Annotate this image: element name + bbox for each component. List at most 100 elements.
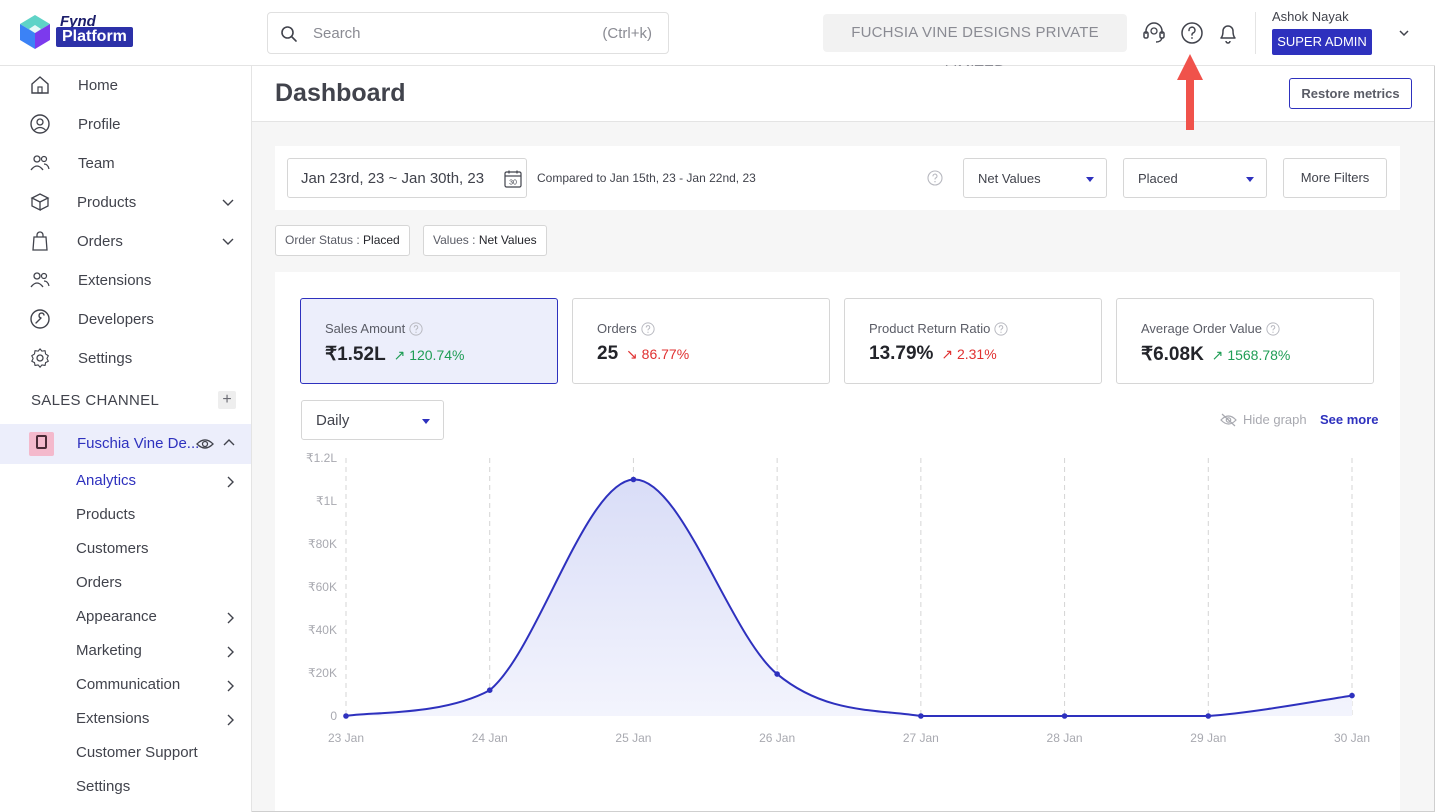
help-icon[interactable] [641, 322, 655, 336]
data-point [486, 687, 493, 693]
extensions-icon [30, 272, 50, 288]
channel-name: Fuschia Vine De... [77, 435, 200, 452]
help-icon[interactable] [409, 322, 423, 336]
sidebar-item-orders[interactable]: Orders [0, 222, 251, 261]
sub-item-analytics[interactable]: Analytics [76, 472, 137, 489]
sub-item-settings[interactable]: Settings [76, 778, 131, 795]
help-icon[interactable] [1266, 322, 1280, 336]
help-icon[interactable] [994, 322, 1009, 336]
restore-metrics-button[interactable]: Restore metrics [1289, 78, 1412, 109]
sub-item-communication[interactable]: Communication [76, 676, 181, 693]
sub-item-appearance[interactable]: Appearance [76, 608, 157, 625]
x-tick-label: 25 Jan [615, 731, 651, 745]
sidebar-item-team[interactable]: Team [0, 144, 251, 183]
sub-item-orders[interactable]: Orders [76, 574, 122, 591]
annotation-arrow-icon [1177, 54, 1203, 130]
sidebar-item-home[interactable]: Home [0, 66, 251, 105]
help-icon[interactable] [1179, 20, 1205, 46]
sub-item-marketing[interactable]: Marketing [76, 642, 142, 659]
sidebar-item-label: Products [77, 194, 137, 211]
sidebar-item-settings[interactable]: Settings [0, 339, 251, 378]
hide-graph-label: Hide graph [1243, 412, 1307, 427]
role-badge: SUPER ADMIN [1272, 29, 1372, 55]
x-tick-label: 28 Jan [1047, 731, 1083, 745]
metric-value: ₹6.08K [1141, 344, 1204, 365]
status-select[interactable]: Placed [1123, 158, 1267, 198]
company-selector[interactable]: FUCHSIA VINE DESIGNS PRIVATE LIMITED [823, 14, 1127, 79]
data-point [1061, 713, 1068, 719]
x-tick-label: 30 Jan [1334, 731, 1370, 745]
y-tick-label: ₹60K [308, 580, 337, 594]
sidebar-item-label: Extensions [78, 272, 152, 289]
chevron-down-icon [1399, 30, 1409, 37]
see-more-link[interactable]: See more [1320, 412, 1379, 427]
page-title: Dashboard [275, 79, 406, 107]
developers-icon [30, 309, 50, 329]
bell-icon[interactable] [1215, 20, 1241, 46]
sub-item-customer-support[interactable]: Customer Support [76, 744, 198, 761]
sidebar-item-products[interactable]: Products [0, 183, 251, 222]
fynd-logo[interactable]: Fynd Platform [16, 13, 146, 53]
eye-icon[interactable] [196, 436, 214, 452]
values-select[interactable]: Net Values [963, 158, 1107, 198]
filter-chip-order-status[interactable]: Order Status : Placed [275, 225, 410, 256]
sub-item-customers[interactable]: Customers [76, 540, 149, 557]
sidebar-item-extensions[interactable]: Extensions [0, 261, 251, 300]
metric-card-average-order-value[interactable]: Average Order Value ₹6.08K ↗ 1568.78% [1116, 298, 1374, 384]
logo-text-top: Fynd [60, 13, 96, 30]
add-channel-button[interactable]: + [218, 391, 236, 409]
x-tick-label: 24 Jan [472, 731, 508, 745]
more-filters-button[interactable]: More Filters [1283, 158, 1387, 198]
channel-logo [29, 432, 54, 456]
top-header: Fynd Platform Search (Ctrl+k) FUCHSIA VI… [0, 0, 1435, 79]
chevron-up-icon[interactable] [222, 436, 236, 450]
y-tick-label: ₹40K [308, 623, 337, 637]
granularity-value: Daily [316, 412, 350, 429]
sub-item-extensions[interactable]: Extensions [76, 710, 150, 727]
metric-card-sales-amount[interactable]: Sales Amount ₹1.52L ↗ 120.74% [300, 298, 558, 384]
metric-card-return-ratio[interactable]: Product Return Ratio 13.79% ↗ 2.31% [844, 298, 1102, 384]
filter-panel: Jan 23rd, 23 ~ Jan 30th, 23 30 Compared … [275, 146, 1400, 210]
bag-icon [32, 231, 48, 251]
plus-icon: + [222, 391, 232, 408]
logo-mark-icon [20, 15, 50, 49]
home-icon [31, 76, 49, 94]
search-placeholder: Search [313, 25, 361, 42]
sidebar-item-developers[interactable]: Developers [0, 300, 251, 339]
chevron-right-icon [227, 714, 234, 726]
title-bar: Dashboard Restore metrics [252, 66, 1434, 122]
calendar-day: 30 [509, 180, 517, 187]
status-select-value: Placed [1138, 171, 1178, 186]
logo-text: Platform [56, 27, 133, 47]
caret-down-icon [1246, 177, 1254, 182]
x-tick-label: 27 Jan [903, 731, 939, 745]
data-point [1205, 713, 1212, 719]
metric-card-orders[interactable]: Orders 25 ↘ 86.77% [572, 298, 830, 384]
sales-channel-title: SALES CHANNEL [31, 392, 160, 409]
main-content: Dashboard Restore metrics Jan 23rd, 23 ~… [252, 66, 1434, 811]
x-tick-label: 26 Jan [759, 731, 795, 745]
chip-value: Net Values [478, 233, 537, 247]
sales-channel-item[interactable]: Fuschia Vine De... [0, 424, 251, 464]
arrow-up-right-icon: ↗ [937, 346, 957, 362]
arrow-down-right-icon: ↘ [622, 346, 642, 362]
series-area [346, 479, 1352, 716]
sidebar-item-label: Profile [78, 116, 121, 133]
team-icon [30, 155, 50, 171]
metric-value: ₹1.52L [325, 344, 386, 365]
series-line [345, 478, 1353, 717]
granularity-select[interactable]: Daily [301, 400, 444, 440]
sidebar-item-profile[interactable]: Profile [0, 105, 251, 144]
user-menu-button[interactable] [1392, 22, 1416, 44]
header-divider [1255, 12, 1256, 54]
support-icon[interactable] [1141, 20, 1167, 46]
x-tick-label: 23 Jan [328, 731, 364, 745]
search-input[interactable]: Search (Ctrl+k) [267, 12, 669, 54]
filter-chip-values[interactable]: Values : Net Values [423, 225, 547, 256]
hide-graph-button[interactable]: Hide graph [1220, 412, 1307, 427]
x-tick-label: 29 Jan [1190, 731, 1226, 745]
sub-item-products[interactable]: Products [76, 506, 136, 523]
help-icon[interactable] [927, 170, 943, 186]
date-range-picker[interactable]: Jan 23rd, 23 ~ Jan 30th, 23 30 [287, 158, 527, 198]
data-point [1349, 692, 1355, 699]
